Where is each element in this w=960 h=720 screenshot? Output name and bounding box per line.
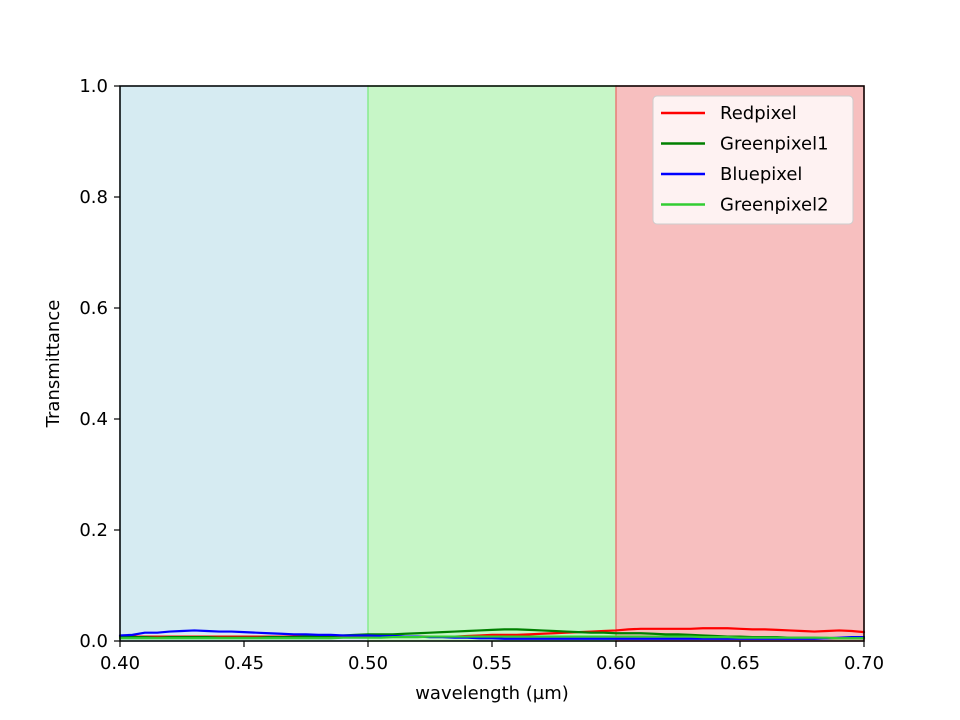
y-tick-label: 1.0 [79, 76, 108, 97]
series-lines [118, 627, 866, 640]
legend-label-redpixel: Redpixel [720, 103, 797, 124]
series-line-bluepixel [118, 629, 866, 640]
y-tick-label: 0.2 [79, 520, 108, 541]
x-axis-label: wavelength (µm) [415, 683, 569, 704]
y-tick-label: 0.4 [79, 409, 108, 430]
x-tick-label: 0.60 [596, 653, 636, 674]
legend-label-greenpixel1: Greenpixel1 [720, 134, 829, 155]
x-tick-label: 0.70 [844, 653, 884, 674]
y-axis-ticks: 0.0 0.2 0.4 0.6 0.8 1.0 [79, 76, 120, 652]
y-tick-label: 0.0 [79, 631, 108, 652]
band-1 [367, 85, 617, 642]
x-tick-label: 0.65 [720, 653, 760, 674]
legend: Redpixel Greenpixel1 Bluepixel Greenpixel2 [652, 95, 854, 225]
y-tick-label: 0.6 [79, 298, 108, 319]
x-axis-ticks: 0.40 0.45 0.50 0.55 0.60 0.65 0.70 [100, 641, 884, 674]
legend-label-bluepixel: Bluepixel [720, 164, 802, 185]
series-line-greenpixel2 [118, 635, 866, 640]
y-tick-label: 0.8 [79, 187, 108, 208]
x-tick-label: 0.55 [472, 653, 512, 674]
legend-label-greenpixel2: Greenpixel2 [720, 195, 829, 216]
band-0 [119, 85, 369, 642]
x-tick-label: 0.40 [100, 653, 140, 674]
y-axis-label: Transmittance [43, 300, 64, 429]
x-tick-label: 0.50 [348, 653, 388, 674]
legend-box [652, 95, 854, 225]
x-tick-label: 0.45 [224, 653, 264, 674]
series-line-redpixel [118, 627, 866, 638]
